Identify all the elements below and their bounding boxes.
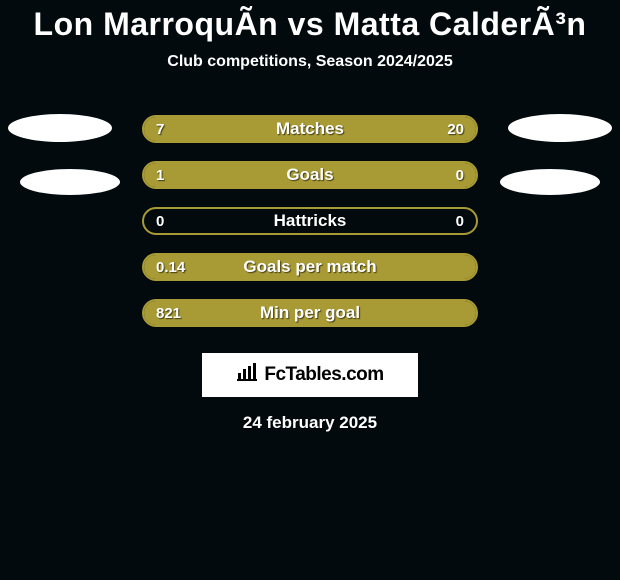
stat-bar: Matches7 20 [142,115,478,143]
stat-bar-left-value: 7 [156,117,164,141]
stat-bar-label: Matches [144,117,476,141]
stat-bar: Hattricks0 0 [142,207,478,235]
logo-box: FcTables.com [202,353,418,397]
stat-bar-left-value: 0.14 [156,255,185,279]
stat-bar-left-value: 1 [156,163,164,187]
stat-bar-right-value: 20 [447,117,464,141]
stat-bar-label: Hattricks [144,209,476,233]
page-title: Lon MarroquÃ­n vs Matta CalderÃ³n [0,0,620,43]
stat-bar-left-value: 821 [156,301,181,325]
decor-oval [508,114,612,142]
stat-bar-label: Goals [144,163,476,187]
logo-text: FcTables.com [264,364,383,386]
decor-oval [8,114,112,142]
stat-bar-right-value: 0 [456,209,464,233]
chart-area: Matches720Goals10Hattricks00Goals per ma… [0,91,620,331]
decor-oval [500,169,600,195]
stat-bar: Goals per match0.14 [142,253,478,281]
stat-bar: Goals1 0 [142,161,478,189]
stat-bar-right-value: 0 [456,163,464,187]
page-subtitle: Club competitions, Season 2024/2025 [0,53,620,71]
bar-chart-icon [236,363,258,387]
stat-bar: Min per goal821 [142,299,478,327]
date-text: 24 february 2025 [0,413,620,433]
stat-bar-label: Min per goal [144,301,476,325]
stat-bar-label: Goals per match [144,255,476,279]
decor-oval [20,169,120,195]
stat-bar-left-value: 0 [156,209,164,233]
